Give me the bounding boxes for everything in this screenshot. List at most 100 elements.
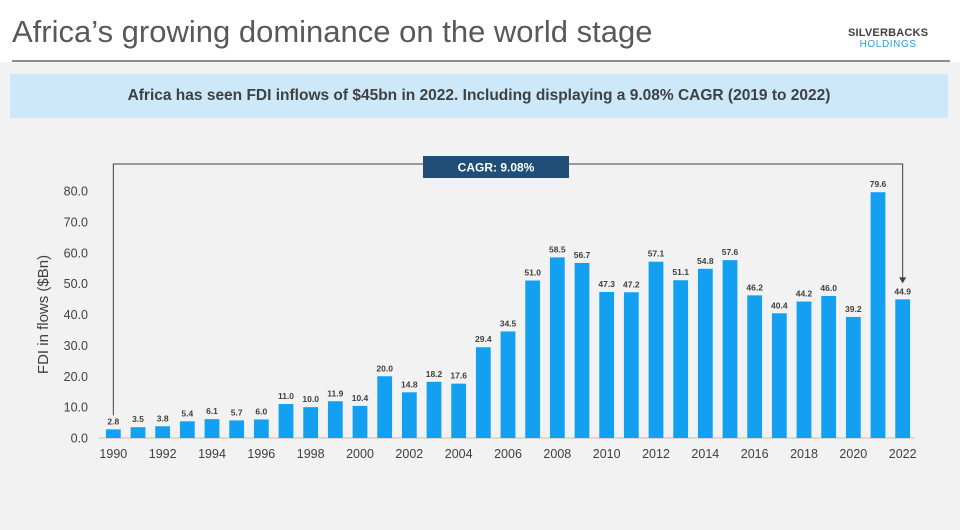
x-tick-label-2008: 2008 [543, 447, 571, 461]
bar-1990 [105, 429, 121, 438]
bar-2012 [648, 261, 664, 438]
value-label-1995: 5.7 [231, 407, 243, 417]
value-label-2001: 20.0 [376, 363, 393, 373]
y-axis-title: FDI in flows ($Bn) [35, 255, 52, 374]
value-label-2009: 56.7 [574, 250, 591, 260]
y-tick-label: 0.0 [71, 432, 88, 446]
y-tick-label: 20.0 [64, 370, 88, 384]
bar-2016 [747, 295, 763, 438]
bar-2010 [599, 291, 615, 438]
y-tick-label: 60.0 [64, 246, 88, 260]
header: Africa’s growing dominance on the world … [0, 0, 960, 62]
value-label-1997: 11.0 [278, 391, 294, 401]
bar-2007 [525, 280, 541, 438]
value-label-2020: 39.2 [845, 304, 862, 314]
y-tick-label: 80.0 [64, 185, 88, 199]
value-label-2008: 58.5 [549, 244, 566, 254]
bar-1991 [130, 427, 146, 438]
x-tick-label-2004: 2004 [445, 447, 473, 461]
x-tick-label-2018: 2018 [790, 447, 818, 461]
bar-1995 [229, 420, 245, 438]
bar-1996 [253, 419, 269, 438]
bar-2017 [771, 313, 787, 438]
bar-2013 [673, 280, 689, 438]
cagr-box [423, 156, 569, 178]
value-label-2018: 44.2 [796, 289, 813, 299]
x-tick-label-2016: 2016 [741, 447, 769, 461]
x-tick-label-2012: 2012 [642, 447, 670, 461]
value-label-2016: 46.2 [746, 282, 763, 292]
bar-2000 [352, 405, 368, 438]
x-tick-label-1994: 1994 [198, 447, 226, 461]
bar-1997 [278, 404, 294, 438]
value-label-1992: 3.8 [157, 413, 169, 423]
bar-2001 [377, 376, 393, 438]
value-label-2006: 34.5 [500, 318, 517, 328]
x-tick-label-2014: 2014 [691, 447, 719, 461]
bar-2022 [895, 299, 911, 438]
bar-2005 [475, 347, 491, 438]
value-label-1998: 10.0 [302, 394, 319, 404]
bar-2002 [401, 392, 417, 438]
summary-banner: Africa has seen FDI inflows of $45bn in … [10, 74, 948, 118]
x-tick-label-2010: 2010 [593, 447, 621, 461]
bar-2004 [451, 383, 467, 438]
fdi-bar-chart-svg: FDI in flows ($Bn) 0.0 10.0 20.0 30.0 40.0 50.… [35, 156, 917, 461]
bar-2020 [845, 316, 861, 438]
value-label-2013: 51.1 [672, 267, 689, 277]
value-label-2019: 46.0 [820, 283, 837, 293]
value-label-2007: 51.0 [524, 268, 541, 278]
bar-2021 [870, 192, 886, 438]
value-label-2002: 14.8 [401, 379, 418, 389]
y-tick-label: 70.0 [64, 215, 88, 229]
value-label-1990: 2.8 [107, 416, 119, 426]
value-label-2021: 79.6 [870, 179, 887, 189]
value-label-2012: 57.1 [648, 249, 665, 259]
fdi-chart: FDI in flows ($Bn) 0.0 10.0 20.0 30.0 40.0 50.… [0, 130, 960, 510]
bar-1993 [179, 421, 195, 438]
bar-1992 [155, 426, 171, 438]
bar-2008 [549, 257, 565, 438]
x-tick-label-1996: 1996 [247, 447, 275, 461]
value-label-2005: 29.4 [475, 334, 492, 344]
page-title: Africa’s growing dominance on the world … [12, 14, 653, 49]
x-tick-label-1992: 1992 [149, 447, 177, 461]
bar-2015 [722, 260, 738, 438]
value-label-2017: 40.4 [771, 300, 788, 310]
value-label-2014: 54.8 [697, 256, 714, 266]
x-tick-label-1990: 1990 [99, 447, 127, 461]
value-label-2015: 57.6 [722, 247, 739, 257]
bar-1999 [327, 401, 343, 438]
value-label-2003: 18.2 [426, 369, 443, 379]
bar-2018 [796, 301, 812, 438]
summary-banner-text: Africa has seen FDI inflows of $45bn in … [127, 87, 831, 104]
x-tick-label-2006: 2006 [494, 447, 522, 461]
bar-2003 [426, 381, 442, 438]
title-divider [12, 60, 950, 62]
x-tick-label-2002: 2002 [395, 447, 423, 461]
value-label-1999: 11.9 [327, 388, 343, 398]
x-tick-label-2020: 2020 [839, 447, 867, 461]
y-tick-label: 50.0 [64, 277, 88, 291]
value-label-2010: 47.3 [598, 279, 615, 289]
value-label-1996: 6.0 [255, 406, 267, 416]
value-label-2011: 47.2 [623, 279, 640, 289]
value-label-1993: 5.4 [181, 408, 193, 418]
bar-1994 [204, 419, 220, 438]
x-tick-label-1998: 1998 [297, 447, 325, 461]
cagr-arrow-head [899, 277, 907, 284]
bar-2006 [500, 331, 516, 438]
value-label-2004: 17.6 [450, 371, 467, 381]
bar-2014 [697, 268, 713, 438]
value-label-2022: 44.9 [894, 286, 911, 296]
y-tick-label: 40.0 [64, 308, 88, 322]
y-tick-label: 10.0 [64, 401, 88, 415]
logo: SILVERBACKS HOLDINGS [848, 28, 928, 51]
bar-2019 [821, 295, 837, 438]
x-tick-label-2022: 2022 [889, 447, 917, 461]
bar-2011 [623, 292, 639, 438]
value-label-2000: 10.4 [352, 393, 369, 403]
logo-bottom-text: HOLDINGS [859, 39, 917, 50]
bar-2009 [574, 262, 590, 438]
bar-1998 [303, 407, 319, 438]
